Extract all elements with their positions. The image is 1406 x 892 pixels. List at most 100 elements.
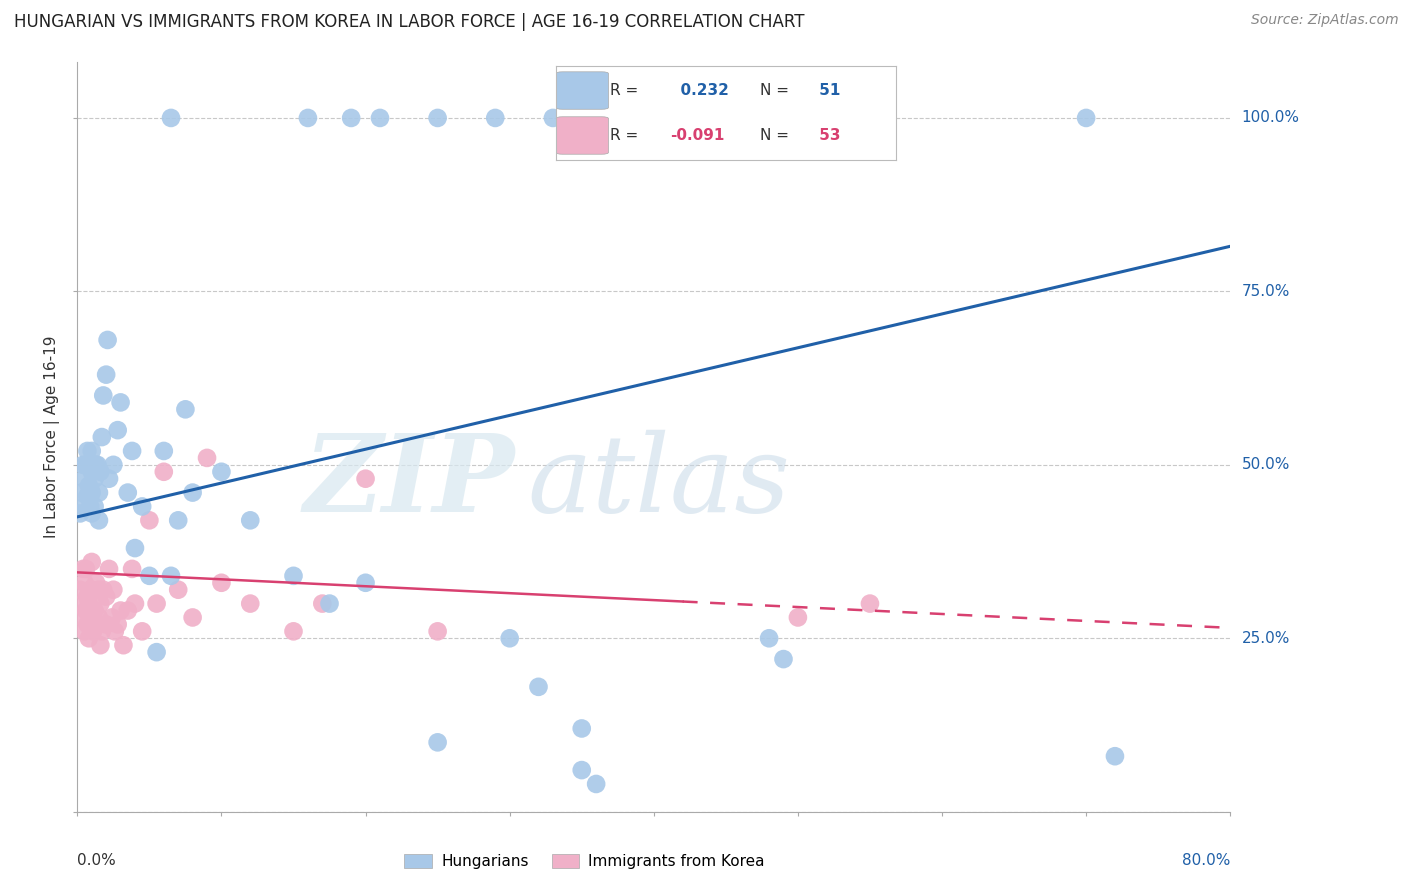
Point [80,610,103,624]
Point [89,597,111,611]
Point [354,575,377,590]
Point [80,485,103,500]
Point [239,597,262,611]
Point [859,597,882,611]
Point [772,652,794,666]
Point [76,590,98,604]
Point [76,489,98,503]
Text: ZIP: ZIP [304,429,516,535]
Point [70,610,93,624]
Point [75,458,97,472]
Text: atlas: atlas [527,429,790,534]
Y-axis label: In Labor Force | Age 16-19: In Labor Force | Age 16-19 [44,335,60,539]
Point [1076,111,1098,125]
Point [145,597,167,611]
Point [368,111,391,125]
Point [426,735,449,749]
Point [121,562,143,576]
Point [354,472,377,486]
Point [77,458,100,472]
Point [758,632,780,646]
Point [107,617,129,632]
Point [117,485,139,500]
Point [80,507,103,521]
Point [80,465,103,479]
Point [174,402,197,417]
Point [87,582,110,597]
Point [87,610,110,624]
Point [426,624,449,639]
Point [73,575,96,590]
Point [110,603,132,617]
Point [90,430,112,444]
Point [131,624,153,639]
Point [89,465,111,479]
Point [80,582,103,597]
Text: 75.0%: 75.0% [1241,284,1291,299]
Point [87,513,110,527]
Point [131,500,153,514]
Point [75,603,97,617]
Point [103,458,125,472]
Point [211,575,233,590]
Point [124,597,146,611]
Text: 100.0%: 100.0% [1241,111,1299,126]
Point [97,333,120,347]
Point [77,597,100,611]
Point [239,513,262,527]
Point [76,444,98,458]
Point [484,111,506,125]
Point [96,617,118,632]
Point [98,472,121,486]
Text: HUNGARIAN VS IMMIGRANTS FROM KOREA IN LABOR FORCE | AGE 16-19 CORRELATION CHART: HUNGARIAN VS IMMIGRANTS FROM KOREA IN LA… [14,13,804,31]
Point [101,610,124,624]
Point [527,680,550,694]
Point [96,590,118,604]
Point [112,638,135,652]
Point [153,465,174,479]
Point [181,610,204,624]
Point [87,485,110,500]
Point [340,111,363,125]
Point [571,722,593,736]
Point [69,582,91,597]
Point [104,624,127,639]
Point [787,610,810,624]
Point [153,444,174,458]
Text: 50.0%: 50.0% [1241,458,1291,473]
Point [73,500,96,514]
Point [426,111,449,125]
Point [72,562,94,576]
Point [72,458,94,472]
Point [80,555,103,569]
Point [73,624,96,639]
Point [117,603,139,617]
Point [86,617,108,632]
Point [283,624,305,639]
Point [96,368,118,382]
Point [72,597,94,611]
Point [297,111,319,125]
Point [138,513,160,527]
Point [499,632,522,646]
Point [311,597,333,611]
Point [77,478,100,492]
Point [91,582,114,597]
Point [79,582,101,597]
Point [89,638,111,652]
Point [103,582,125,597]
Point [91,388,114,402]
Point [73,472,96,486]
Point [181,485,204,500]
Point [75,562,97,576]
Point [110,395,132,409]
Point [541,111,564,125]
Point [69,507,91,521]
Point [90,624,112,639]
Point [107,423,129,437]
Legend: Hungarians, Immigrants from Korea: Hungarians, Immigrants from Korea [398,848,770,875]
Point [83,603,105,617]
Point [167,582,190,597]
Point [145,645,167,659]
Point [83,500,105,514]
